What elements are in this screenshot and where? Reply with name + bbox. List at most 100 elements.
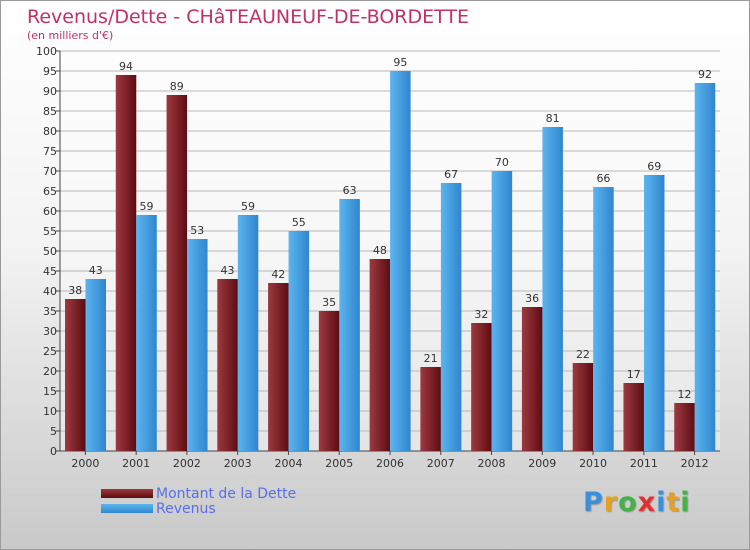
data-label-revenus: 67 [444,168,458,181]
bar-revenus [440,183,462,451]
data-label-revenus: 70 [495,156,509,169]
bar-revenus [288,231,310,451]
x-tick-label: 2010 [579,457,607,470]
data-label-dette: 48 [373,244,387,257]
bar-dette [420,367,441,451]
bar-dette [623,383,644,451]
data-label-revenus: 55 [292,216,306,229]
data-label-dette: 35 [322,296,336,309]
x-tick-label: 2000 [71,457,99,470]
y-tick-label: 15 [43,385,57,398]
data-label-revenus: 69 [647,160,661,173]
bar-revenus [643,175,665,451]
legend-swatch-dette [101,489,153,498]
y-tick-label: 60 [43,205,57,218]
bar-dette [572,363,594,451]
data-label-revenus: 66 [596,172,610,185]
y-tick-label: 95 [43,65,57,78]
y-tick-label: 80 [43,125,57,138]
chart-title: Revenus/Dette - CHâTEAUNEUF-DE-BORDETTE [27,6,470,28]
y-tick-label: 25 [43,345,57,358]
y-tick-label: 100 [36,45,57,58]
bar-dette [369,259,391,451]
data-label-revenus: 92 [698,68,712,81]
logo-letter: r [603,487,619,518]
bar-dette [471,323,492,451]
y-tick-label: 40 [43,285,57,298]
y-tick-label: 10 [43,405,57,418]
x-tick-label: 2001 [122,457,150,470]
data-label-revenus: 95 [393,56,407,69]
legend-label-dette: Montant de la Dette [156,486,297,502]
y-tick-label: 85 [43,105,57,118]
bar-revenus [390,71,411,451]
logo-letter: x [637,487,657,518]
y-tick-label: 90 [43,85,57,98]
data-label-revenus: 63 [343,184,357,197]
bar-dette [65,299,86,451]
data-label-revenus: 59 [140,200,154,213]
y-tick-label: 30 [43,325,57,338]
chart-subtitle: (en milliers d'€) [27,29,114,42]
bar-revenus [136,215,157,451]
data-label-revenus: 59 [241,200,255,213]
data-label-dette: 21 [424,352,438,365]
y-tick-label: 20 [43,365,57,378]
y-tick-label: 45 [43,265,57,278]
data-label-revenus: 81 [546,112,560,125]
bar-dette [166,95,188,451]
bar-revenus [491,171,513,451]
y-tick-label: 75 [43,145,57,158]
y-tick-label: 65 [43,185,57,198]
data-label-dette: 89 [170,80,184,93]
y-tick-label: 55 [43,225,57,238]
bar-revenus [339,199,360,451]
data-label-dette: 36 [525,292,539,305]
x-tick-label: 2004 [274,457,302,470]
x-tick-label: 2008 [478,457,506,470]
bar-revenus [187,239,208,451]
x-tick-label: 2005 [325,457,353,470]
bar-dette [521,307,543,451]
data-label-dette: 38 [68,284,82,297]
proxiti-logo: Proxiti [583,487,691,518]
logo-letter: t [666,487,681,518]
bar-revenus [85,279,106,451]
logo-letter: o [618,487,638,518]
data-label-dette: 94 [119,60,133,73]
bar-revenus [237,215,259,451]
logo-letter: i [656,487,667,518]
x-tick-label: 2012 [681,457,709,470]
y-tick-label: 35 [43,305,57,318]
data-label-dette: 12 [677,388,691,401]
logo-letter: i [680,487,691,518]
data-label-dette: 22 [576,348,590,361]
bar-dette [115,75,137,451]
bar-revenus [542,127,563,451]
x-tick-label: 2011 [630,457,658,470]
bar-revenus [593,187,614,451]
x-tick-label: 2003 [224,457,252,470]
data-label-revenus: 53 [190,224,204,237]
y-tick-label: 0 [50,445,57,458]
y-tick-label: 50 [43,245,57,258]
x-tick-label: 2009 [528,457,556,470]
legend-swatch-revenus [101,504,153,513]
data-label-dette: 42 [271,268,285,281]
bar-revenus [694,83,716,451]
bar-dette [217,279,238,451]
logo-letter: P [583,487,604,518]
data-label-revenus: 43 [89,264,103,277]
x-tick-label: 2007 [427,457,455,470]
data-label-dette: 32 [474,308,488,321]
y-tick-label: 5 [50,425,57,438]
bar-dette [318,311,340,451]
x-tick-label: 2006 [376,457,404,470]
legend-label-revenus: Revenus [156,501,216,517]
data-label-dette: 43 [221,264,235,277]
bar-dette [674,403,695,451]
x-tick-label: 2002 [173,457,201,470]
data-label-dette: 17 [627,368,641,381]
